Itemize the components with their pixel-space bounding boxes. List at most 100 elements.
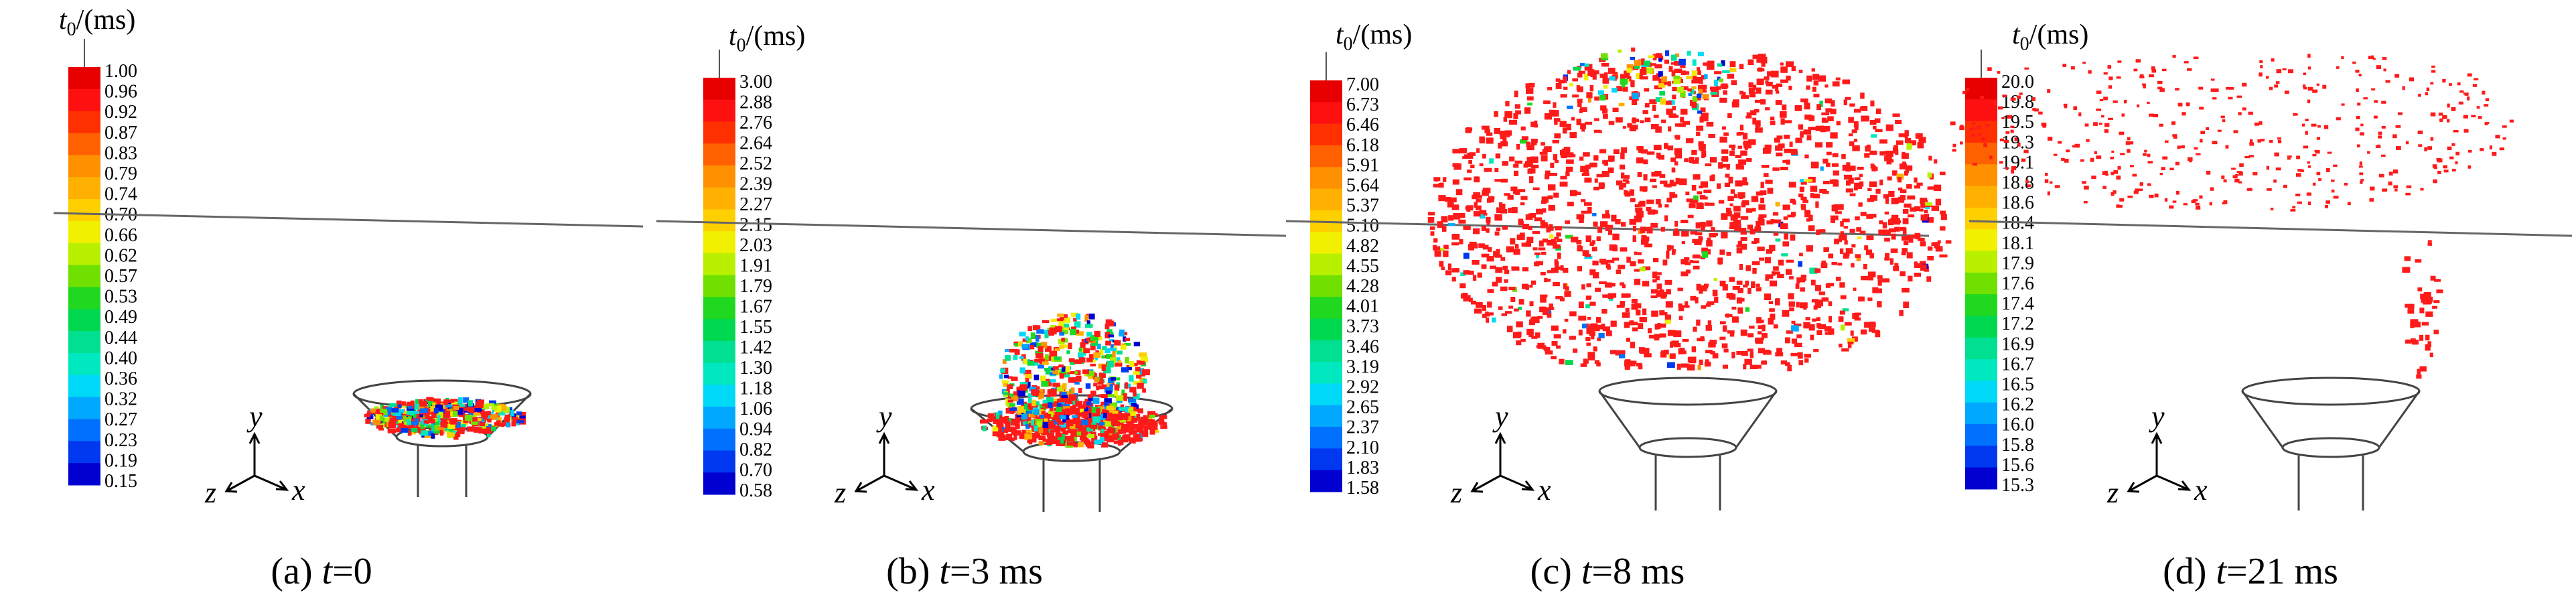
particle [1618, 103, 1625, 107]
particle [1665, 301, 1673, 308]
particle [2369, 198, 2374, 202]
colorbar-tick-label: 0.27 [104, 409, 137, 430]
colorbar-tick-label: 3.00 [739, 72, 772, 92]
particle [1818, 75, 1827, 82]
particle [1705, 303, 1711, 307]
particle [1791, 66, 1796, 72]
particle [1497, 268, 1502, 273]
colorbar-segment [1965, 316, 1997, 338]
particle [2355, 70, 2360, 73]
particle [2451, 107, 2456, 111]
particle [1104, 421, 1111, 427]
particle [1062, 417, 1066, 423]
particle [1111, 344, 1115, 350]
particle [1505, 100, 1510, 107]
particle [1629, 96, 1634, 100]
colorbar-segment [1965, 381, 1997, 403]
colorbar-tick-label: 0.40 [104, 348, 137, 368]
particle [1726, 252, 1731, 256]
particle [510, 410, 514, 417]
particle [1726, 208, 1731, 213]
particle [453, 406, 459, 411]
particle [1888, 190, 1895, 197]
particle [1810, 334, 1814, 340]
particle [1032, 406, 1039, 412]
particle [391, 411, 397, 415]
particle [411, 421, 419, 425]
particle [1159, 416, 1165, 423]
particle [1819, 100, 1823, 107]
particle [2266, 76, 2269, 79]
particle [1900, 189, 1907, 194]
particle [1680, 86, 1689, 90]
particle [431, 433, 435, 439]
colorbar-segment [1310, 80, 1342, 103]
particle [1050, 429, 1057, 433]
particle [1770, 117, 1775, 121]
particle [1631, 47, 1636, 52]
particle [2091, 176, 2096, 180]
particle [1482, 314, 1487, 318]
particle [2307, 165, 2311, 168]
particle [1595, 287, 1601, 292]
particle [1075, 401, 1083, 407]
particle [2418, 93, 2421, 97]
particle [1610, 320, 1617, 327]
particle [1686, 76, 1693, 80]
particle [1586, 342, 1591, 346]
particle [1102, 409, 1106, 416]
particle [1632, 327, 1638, 332]
particle [2307, 66, 2311, 70]
particle [1757, 247, 1765, 251]
particle [1591, 247, 1597, 252]
particle [2418, 144, 2423, 147]
particle [1143, 425, 1148, 431]
particle [1049, 407, 1054, 413]
particle [2326, 168, 2330, 172]
particle [1849, 193, 1856, 196]
particle [1788, 301, 1795, 307]
particle [1507, 326, 1513, 332]
particle [1796, 334, 1802, 338]
particle [1569, 311, 1577, 317]
particle [1027, 326, 1032, 331]
particle [1598, 332, 1605, 338]
colorbar-segment [703, 165, 735, 188]
particle [2416, 374, 2422, 379]
particle [512, 417, 518, 423]
particle [1846, 180, 1851, 186]
particle [2116, 176, 2121, 180]
particle [2457, 82, 2461, 86]
particle [1660, 289, 1664, 294]
particle [1572, 78, 1579, 82]
particle [2437, 171, 2441, 174]
particle [1613, 245, 1618, 252]
particle [1916, 182, 1923, 186]
particle [1761, 361, 1766, 365]
colorbar-tick-label: 0.79 [104, 163, 137, 184]
particle [2393, 185, 2399, 189]
particle [1135, 366, 1141, 373]
particle [1038, 427, 1044, 433]
particle [1697, 110, 1703, 114]
particle [2282, 68, 2287, 70]
particle [1463, 270, 1470, 275]
particle [2159, 88, 2165, 92]
particle [1115, 363, 1119, 366]
particle [1686, 269, 1691, 274]
colorbar-tick-label: 2.65 [1346, 397, 1379, 418]
particle [1054, 348, 1061, 351]
particle [2139, 76, 2145, 78]
particle [463, 397, 470, 403]
particle [1463, 177, 1472, 181]
particle [1058, 320, 1065, 327]
particle [1042, 413, 1048, 418]
colorbar-segment [703, 297, 735, 320]
particle [1594, 96, 1599, 101]
panel-c-figure: 7.006.736.466.185.915.645.375.104.824.55… [1285, 47, 1952, 511]
particle [2169, 205, 2174, 209]
particle [1572, 94, 1579, 98]
particle [1740, 236, 1747, 241]
particle [1765, 107, 1770, 111]
particle [364, 414, 371, 417]
